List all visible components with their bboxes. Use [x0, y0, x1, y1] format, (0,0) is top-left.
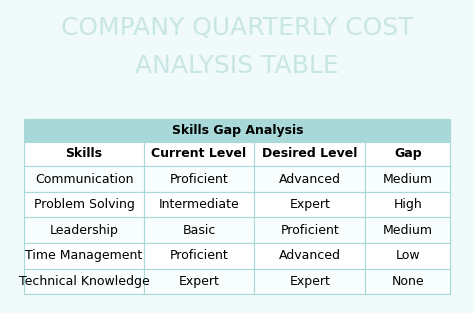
FancyBboxPatch shape — [365, 142, 450, 166]
Text: COMPANY QUARTERLY COST: COMPANY QUARTERLY COST — [61, 16, 414, 40]
Text: Skills Gap Analysis: Skills Gap Analysis — [172, 124, 303, 137]
FancyBboxPatch shape — [255, 269, 365, 294]
Text: Skills: Skills — [65, 147, 102, 161]
Text: Intermediate: Intermediate — [159, 198, 239, 211]
Text: Time Management: Time Management — [26, 249, 143, 262]
Text: Expert: Expert — [289, 275, 330, 288]
Text: Proficient: Proficient — [281, 224, 339, 237]
Text: Expert: Expert — [179, 275, 219, 288]
Text: Medium: Medium — [383, 224, 433, 237]
Text: Low: Low — [395, 249, 420, 262]
FancyBboxPatch shape — [255, 243, 365, 269]
FancyBboxPatch shape — [24, 218, 144, 243]
FancyBboxPatch shape — [365, 269, 450, 294]
FancyBboxPatch shape — [24, 192, 144, 218]
Text: Proficient: Proficient — [170, 172, 228, 186]
Text: High: High — [393, 198, 422, 211]
FancyBboxPatch shape — [144, 218, 255, 243]
Text: Expert: Expert — [289, 198, 330, 211]
Text: Problem Solving: Problem Solving — [34, 198, 135, 211]
FancyBboxPatch shape — [255, 166, 365, 192]
FancyBboxPatch shape — [255, 142, 365, 166]
FancyBboxPatch shape — [144, 269, 255, 294]
Text: None: None — [392, 275, 424, 288]
FancyBboxPatch shape — [365, 192, 450, 218]
FancyBboxPatch shape — [24, 243, 144, 269]
FancyBboxPatch shape — [255, 192, 365, 218]
Text: Advanced: Advanced — [279, 249, 341, 262]
Text: Current Level: Current Level — [152, 147, 246, 161]
Text: Technical Knowledge: Technical Knowledge — [18, 275, 149, 288]
FancyBboxPatch shape — [365, 166, 450, 192]
Text: Gap: Gap — [394, 147, 421, 161]
Text: Desired Level: Desired Level — [262, 147, 357, 161]
FancyBboxPatch shape — [24, 166, 144, 192]
Text: Basic: Basic — [182, 224, 216, 237]
Text: Proficient: Proficient — [170, 249, 228, 262]
FancyBboxPatch shape — [144, 243, 255, 269]
FancyBboxPatch shape — [144, 166, 255, 192]
FancyBboxPatch shape — [24, 119, 450, 142]
FancyBboxPatch shape — [144, 142, 255, 166]
FancyBboxPatch shape — [144, 192, 255, 218]
FancyBboxPatch shape — [365, 218, 450, 243]
FancyBboxPatch shape — [365, 243, 450, 269]
Text: ANALYSIS TABLE: ANALYSIS TABLE — [136, 54, 339, 78]
Text: Medium: Medium — [383, 172, 433, 186]
Text: Communication: Communication — [35, 172, 133, 186]
Text: Leadership: Leadership — [50, 224, 118, 237]
Text: Advanced: Advanced — [279, 172, 341, 186]
FancyBboxPatch shape — [24, 142, 144, 166]
FancyBboxPatch shape — [24, 269, 144, 294]
FancyBboxPatch shape — [255, 218, 365, 243]
